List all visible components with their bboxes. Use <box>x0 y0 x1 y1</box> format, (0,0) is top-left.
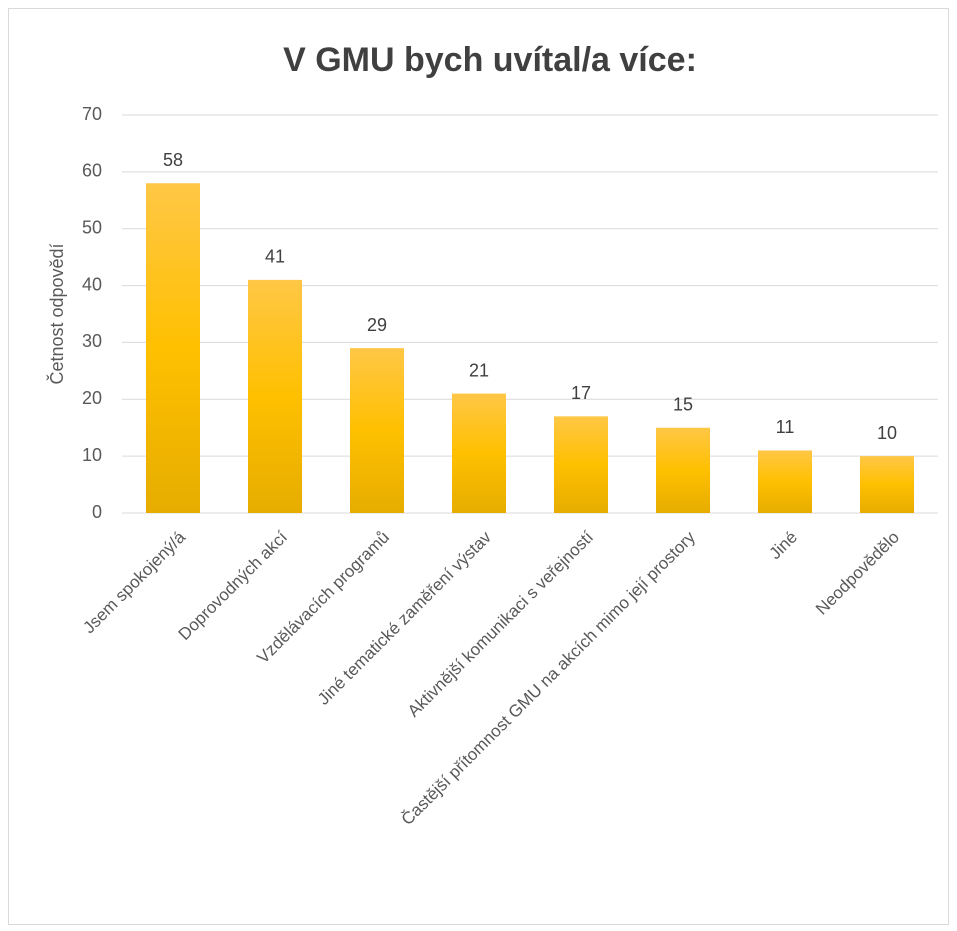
y-tick-label: 60 <box>82 161 102 181</box>
bar <box>758 450 812 513</box>
data-label: 10 <box>877 423 897 443</box>
y-tick-label: 70 <box>82 104 102 124</box>
data-label: 58 <box>163 150 183 170</box>
bar <box>656 427 710 513</box>
y-tick-label: 50 <box>82 217 102 237</box>
y-tick-label: 30 <box>82 331 102 351</box>
bar <box>860 456 914 513</box>
data-label: 15 <box>673 394 693 414</box>
y-tick-label: 10 <box>82 445 102 465</box>
data-label: 41 <box>265 247 285 267</box>
chart-title: V GMU bych uvítal/a více: <box>283 41 697 79</box>
data-label: 29 <box>367 315 387 335</box>
x-tick-label: Jiné tematické zaměření výstav <box>314 527 495 708</box>
x-tick-label: Neodpovědělo <box>812 528 903 619</box>
x-tick-label: Jiné <box>766 528 801 563</box>
bar <box>452 393 506 513</box>
y-tick-label: 20 <box>82 388 102 408</box>
bar <box>146 183 200 513</box>
bar <box>350 348 404 513</box>
y-tick-label: 40 <box>82 274 102 294</box>
bar <box>248 279 302 513</box>
chart-frame <box>8 8 949 925</box>
x-tick-label: Doprovodných akcí <box>175 527 292 644</box>
data-label: 17 <box>571 383 591 403</box>
data-label: 11 <box>776 417 795 437</box>
data-label: 21 <box>469 360 489 380</box>
bar <box>554 416 608 513</box>
y-axis-label: Četnost odpovědí <box>46 243 67 384</box>
y-tick-label: 0 <box>92 502 102 522</box>
x-tick-label: Jsem spokojený/á <box>79 527 189 637</box>
x-tick-label: Aktivnější komunikaci s veřejností <box>404 527 597 720</box>
